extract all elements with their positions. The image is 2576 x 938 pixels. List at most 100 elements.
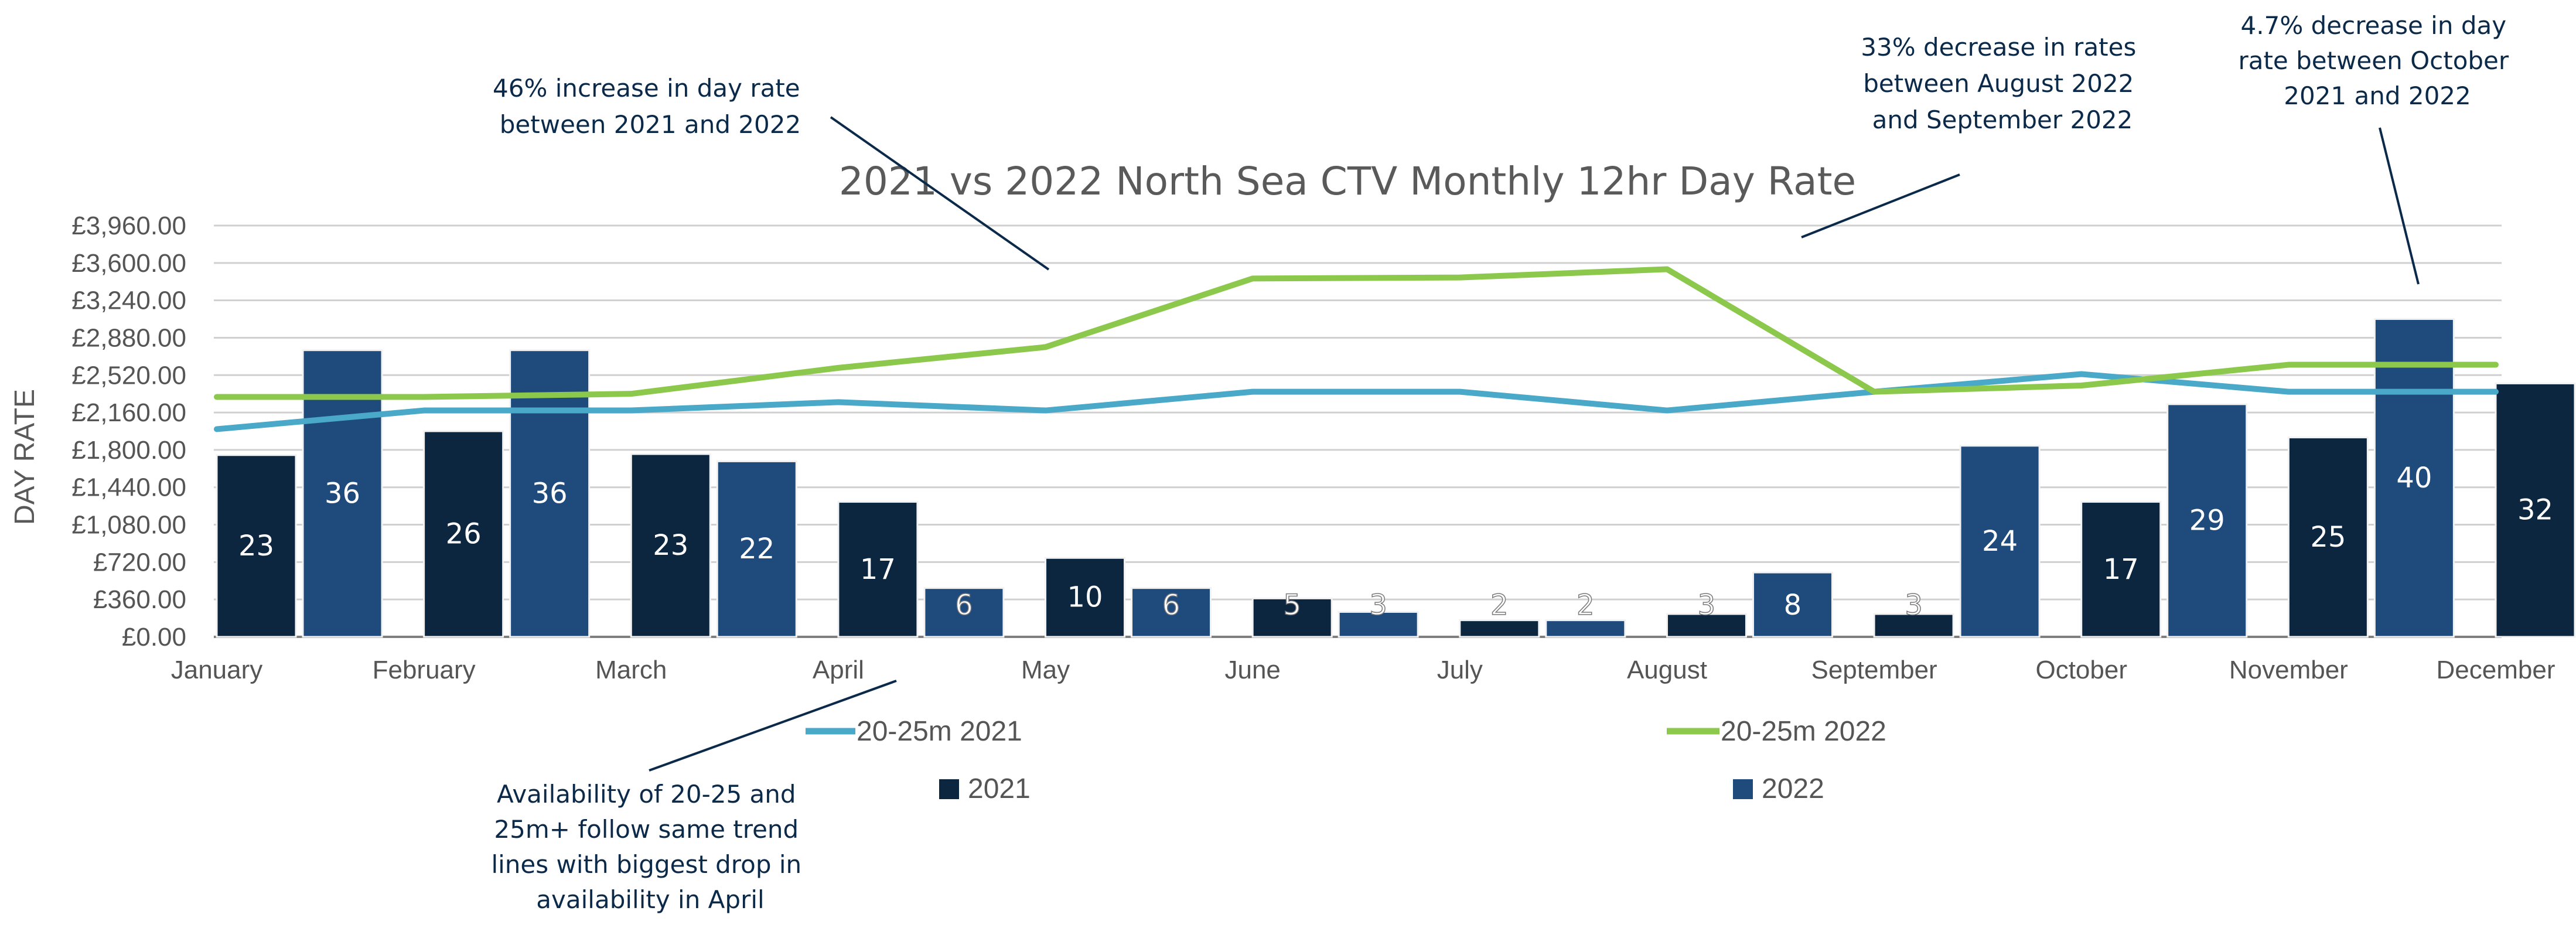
y-tick-label: £1,440.00 [71, 473, 186, 502]
data-label: 6 [955, 589, 973, 622]
legend-label-line-2022: 20-25m 2022 [1721, 716, 1886, 747]
grid-lines [214, 224, 2502, 638]
legend-label-bar-2022: 2022 [1762, 773, 1824, 804]
x-tick-label: March [595, 656, 667, 684]
data-label: 40 [2396, 462, 2432, 494]
y-tick-label: £3,240.00 [71, 286, 186, 315]
x-tick-label: January [171, 656, 263, 684]
data-labels: 232623171052331725323636226632824294039 [238, 462, 2553, 622]
annotation-decrease-oct-line: 2021 and 2022 [2284, 81, 2471, 110]
data-label: 36 [532, 477, 568, 510]
annotation-decrease-line: 33% decrease in rates [1861, 33, 2136, 62]
x-tick-labels: January February March April May June July Augu… [171, 656, 2555, 684]
y-tick-label: £1,080.00 [71, 511, 186, 540]
x-tick-label: October [2035, 656, 2127, 684]
x-tick-label: September [1811, 656, 1937, 684]
x-tick-label: June [1224, 656, 1280, 684]
line-series [214, 266, 2499, 432]
data-label: 10 [1067, 581, 1103, 614]
data-label: 22 [739, 533, 774, 565]
data-label: 24 [1982, 525, 2018, 558]
annotation-increase-line: 46% increase in day rate [493, 74, 800, 103]
annotation-leader-availability [649, 680, 897, 772]
bar-2022 [923, 587, 1005, 638]
data-label: 29 [2189, 504, 2225, 537]
data-label: 2 [1577, 589, 1595, 622]
annotation-decrease-oct-line: 4.7% decrease in day [2241, 11, 2507, 40]
data-label: 26 [446, 518, 482, 551]
y-tick-label: £0.00 [122, 623, 186, 652]
y-tick-label: £1,800.00 [71, 436, 186, 465]
bar-2022 [1338, 610, 1419, 638]
bar-2021 [216, 454, 297, 638]
x-tick-label: July [1437, 656, 1483, 684]
x-tick-label: May [1021, 656, 1070, 684]
bar-2022 [1545, 619, 1626, 638]
data-label: 3 [1698, 589, 1716, 622]
bar-2021 [1459, 619, 1540, 638]
data-label: 17 [860, 553, 896, 586]
data-label: 25 [2310, 521, 2346, 554]
bar-2021 [2080, 501, 2162, 638]
bar-2022 [2373, 318, 2455, 638]
legend-label-bar-2021: 2021 [968, 773, 1031, 804]
annotation-availability: Availability of 20-25 and 25m+ follow sa… [491, 780, 809, 914]
data-label: 2 [1490, 589, 1509, 622]
data-label: 32 [2517, 494, 2553, 527]
y-tick-label: £2,160.00 [71, 398, 186, 427]
annotation-leader-decrease-aug-sep [1801, 173, 1960, 238]
annotation-availability-line: availability in April [536, 885, 764, 914]
annotation-leader-increase [830, 116, 1050, 271]
y-axis-label: DAY RATE [9, 389, 40, 525]
annotation-increase-line: between 2021 and 2022 [500, 110, 801, 139]
data-label: 3 [1369, 589, 1387, 622]
legend-label-line-2021: 20-25m 2021 [857, 716, 1022, 747]
annotations: 46% increase in day rate between 2021 an… [491, 11, 2509, 914]
bar-2021 [2287, 436, 2369, 638]
bar-2022 [1959, 445, 2041, 638]
annotation-decrease-line: and September 2022 [1872, 105, 2133, 134]
bar-2021 [1045, 557, 1126, 638]
line-20-25m 2022 [214, 266, 2499, 400]
annotation-decrease-aug-sep: 33% decrease in rates between August 202… [1861, 33, 2144, 134]
bar-2022 [1752, 571, 1833, 638]
x-tick-label: February [373, 656, 476, 684]
bar-2021 [1251, 597, 1333, 638]
x-tick-label: November [2229, 656, 2348, 684]
data-label: 23 [238, 530, 274, 562]
bar-2021 [630, 453, 711, 638]
annotation-increase: 46% increase in day rate between 2021 an… [493, 74, 808, 139]
bar-series [216, 318, 2576, 638]
x-tick-label: April [813, 656, 864, 684]
bar-2022 [716, 460, 797, 638]
data-label: 23 [653, 529, 688, 562]
data-label: 6 [1162, 589, 1180, 622]
bar-2022 [2166, 403, 2248, 638]
bar-2021 [2495, 382, 2576, 638]
data-label: 36 [325, 477, 360, 510]
bar-2021 [837, 501, 919, 638]
legend-swatch-bar-2022 [1733, 779, 1753, 799]
annotation-availability-line: Availability of 20-25 and [497, 780, 796, 809]
y-tick-label: £3,960.00 [71, 212, 186, 240]
bar-2021 [1873, 613, 1954, 638]
annotation-availability-line: lines with biggest drop in [491, 850, 801, 879]
x-tick-label: August [1627, 656, 1707, 684]
chart-title: 2021 vs 2022 North Sea CTV Monthly 12hr … [839, 159, 1856, 204]
data-label: 3 [1905, 589, 1923, 622]
data-label: 8 [1784, 589, 1802, 622]
data-label: 17 [2103, 553, 2139, 586]
annotation-decrease-line: between August 2022 [1863, 69, 2134, 98]
y-tick-label: £2,880.00 [71, 323, 186, 352]
line-20-25m 2021 [214, 371, 2499, 432]
x-tick-label: December [2437, 656, 2555, 684]
y-tick-label: £720.00 [93, 548, 186, 577]
bar-2022 [1131, 587, 1212, 638]
y-tick-label: £2,520.00 [71, 361, 186, 390]
legend: 20-25m 2021 20-25m 2022 2021 2022 [806, 716, 1886, 804]
annotation-availability-line: 25m+ follow same trend [494, 815, 799, 844]
y-tick-labels: £0.00 £360.00 £720.00 £1,080.00 £1,440.00 £1,… [71, 212, 186, 652]
data-label: 5 [1283, 589, 1301, 622]
bar-2021 [1666, 613, 1747, 638]
